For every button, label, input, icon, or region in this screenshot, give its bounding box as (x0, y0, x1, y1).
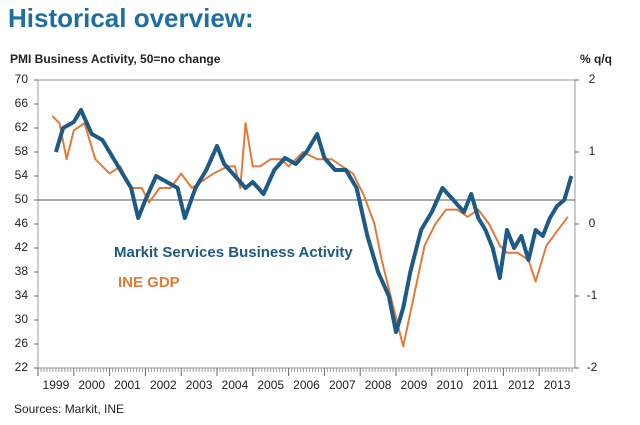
x-tick-label: 2007 (329, 378, 356, 392)
x-tick-label: 2005 (257, 378, 284, 392)
y-tick-label: 58 (15, 144, 29, 158)
y-tick-label: 70 (15, 72, 29, 86)
x-tick-label: 2009 (401, 378, 428, 392)
x-tick-label: 2013 (544, 378, 571, 392)
chart-title: Historical overview: (8, 3, 254, 33)
x-tick-label: 2003 (186, 378, 213, 392)
y-tick-label: 66 (15, 96, 29, 110)
x-tick-label: 2001 (114, 378, 141, 392)
x-tick-label: 2000 (78, 378, 105, 392)
y2-tick-label: -2 (587, 360, 598, 374)
y-tick-label: 30 (15, 312, 29, 326)
y-tick-label: 38 (15, 264, 29, 278)
y-tick-label: 22 (15, 360, 29, 374)
y2-axis-label: % q/q (580, 52, 612, 66)
series-line (53, 108, 574, 334)
y-tick-label: 42 (15, 240, 29, 254)
x-tick-label: 2004 (222, 378, 249, 392)
plot-frame (37, 79, 576, 369)
legend-label: Markit Services Business Activity (114, 244, 353, 261)
x-tick-label: 2012 (508, 378, 535, 392)
series-line (51, 115, 569, 348)
x-tick-label: 2002 (150, 378, 177, 392)
y-tick-label: 46 (15, 216, 29, 230)
x-tick-label: 2008 (365, 378, 392, 392)
y2-tick-label: 1 (589, 144, 596, 158)
y-tick-label: 26 (15, 336, 29, 350)
y2-tick-label: 0 (589, 216, 596, 230)
y-tick-label: 54 (15, 168, 29, 182)
y-tick-label: 34 (15, 288, 29, 302)
legend-label: INE GDP (118, 274, 180, 291)
x-tick-label: 2011 (473, 378, 499, 392)
x-tick-label: 2006 (293, 378, 320, 392)
x-tick-label: 2010 (436, 378, 463, 392)
source-note: Sources: Markit, INE (14, 402, 124, 416)
y2-tick-label: 2 (589, 72, 596, 86)
y-tick-label: 50 (15, 192, 29, 206)
y-axis-label: PMI Business Activity, 50=no change (10, 52, 221, 66)
y-tick-label: 62 (15, 120, 29, 134)
y2-tick-label: -1 (587, 288, 598, 302)
x-tick-label: 1999 (43, 378, 70, 392)
